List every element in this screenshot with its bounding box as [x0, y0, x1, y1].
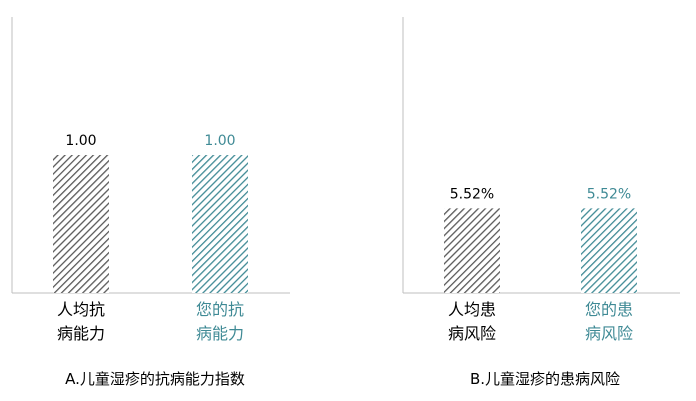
x-tick-label: 您的抗病能力: [195, 300, 244, 343]
x-tick-label: 人均抗病能力: [56, 300, 105, 343]
bar: [444, 208, 500, 293]
bar: [53, 155, 109, 293]
x-tick-label: 人均患病风险: [447, 300, 496, 343]
value-label: 5.52%: [450, 186, 494, 202]
value-label: 5.52%: [587, 186, 631, 202]
x-tick-label: 您的患病风险: [584, 300, 633, 343]
bar: [581, 208, 637, 293]
chart-title: B.儿童湿疹的患病风险: [469, 370, 621, 388]
bar: [192, 155, 248, 293]
value-label: 1.00: [204, 133, 235, 149]
value-label: 1.00: [65, 133, 96, 149]
chart-title: A.儿童湿疹的抗病能力指数: [65, 370, 245, 388]
